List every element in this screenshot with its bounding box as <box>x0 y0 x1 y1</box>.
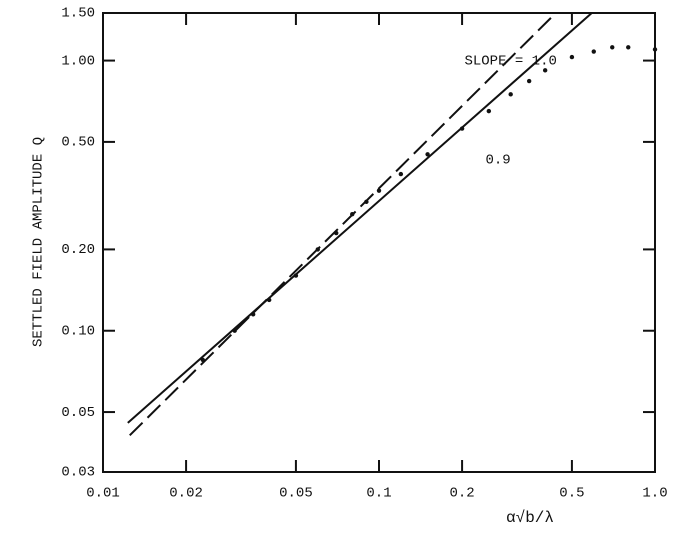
plot-frame <box>102 12 656 473</box>
y-tick-label: 0.50 <box>61 135 95 151</box>
data-point <box>315 247 320 252</box>
data-point <box>425 152 430 157</box>
y-axis-label: SETTLED FIELD AMPLITUDE Q <box>31 137 47 347</box>
data-point <box>626 45 631 50</box>
x-tick-label: 1.0 <box>642 486 667 502</box>
data-point <box>250 312 256 317</box>
data-point <box>350 211 355 217</box>
x-tick-label: 0.2 <box>449 486 474 502</box>
data-point <box>376 188 382 193</box>
data-point <box>508 92 513 97</box>
data-point <box>200 357 206 363</box>
x-tick-label: 0.1 <box>366 486 391 502</box>
line-solid <box>127 13 593 424</box>
y-tick-label: 0.20 <box>61 242 95 258</box>
y-tick-label: 1.00 <box>61 53 95 69</box>
data-point <box>364 199 369 205</box>
x-tick-label: 0.01 <box>86 486 120 502</box>
data-point <box>334 230 339 236</box>
data-point <box>526 78 532 84</box>
data-point <box>232 328 237 333</box>
y-tick-label: 0.10 <box>61 323 95 339</box>
x-tick-label: 0.02 <box>169 486 203 502</box>
y-tick-label: 0.03 <box>61 465 95 481</box>
data-point <box>591 49 596 54</box>
data-point <box>398 171 404 177</box>
x-tick-label: 0.05 <box>279 486 313 502</box>
data-point <box>266 297 272 303</box>
data-point <box>610 45 615 50</box>
annotation: SLOPE = 1.0 <box>464 53 556 69</box>
data-point <box>542 68 548 73</box>
line-dashed <box>129 17 552 437</box>
y-tick-label: 1.50 <box>61 6 95 22</box>
x-axis-label: α√b/λ <box>506 509 554 527</box>
data-point <box>569 54 575 60</box>
annotation: 0.9 <box>485 152 510 168</box>
data-point <box>459 126 465 131</box>
data-point <box>652 47 658 52</box>
data-point <box>486 108 492 114</box>
data-point <box>293 273 299 278</box>
x-tick-label: 0.5 <box>559 486 584 502</box>
y-tick-label: 0.05 <box>61 405 95 421</box>
